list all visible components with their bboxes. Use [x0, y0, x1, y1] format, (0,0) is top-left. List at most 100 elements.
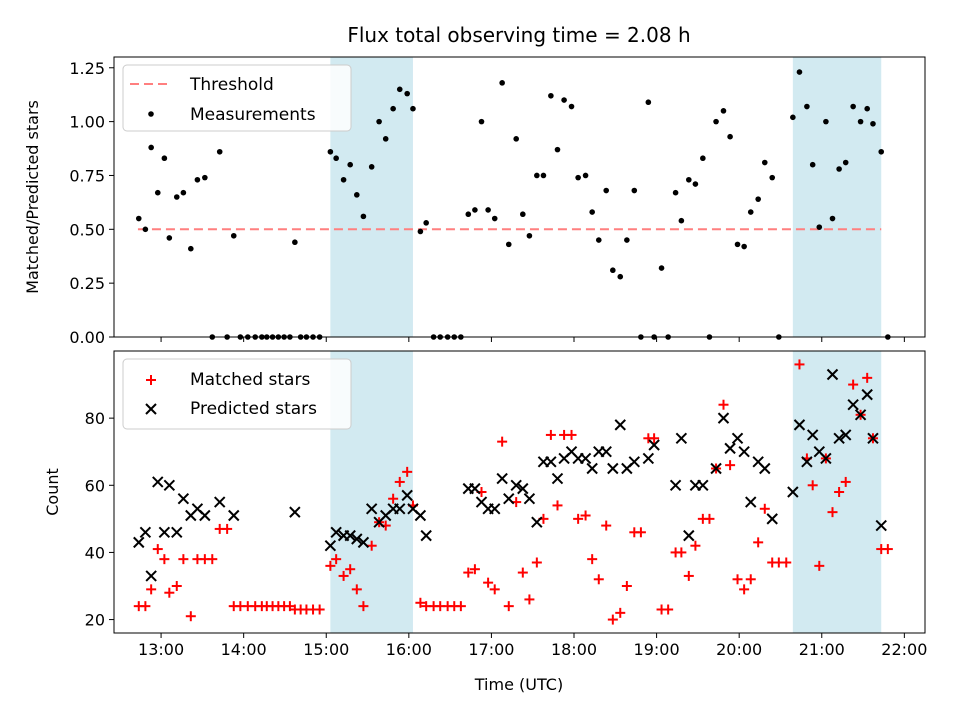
matched-star-point	[840, 476, 851, 487]
measurement-point	[842, 159, 849, 166]
measurement-point	[202, 174, 208, 181]
predicted-star-point	[489, 503, 501, 515]
measurement-point	[836, 166, 842, 172]
matched-star-point	[497, 436, 508, 447]
matched-star-point	[358, 601, 369, 612]
measurement-point	[692, 181, 699, 187]
measurement-point	[755, 196, 761, 202]
predicted-star-point	[806, 429, 819, 441]
matched-star-point	[402, 466, 413, 477]
measurement-point	[173, 194, 180, 200]
predicted-star-point	[133, 536, 145, 549]
matched-star-point	[732, 574, 743, 585]
predicted-star-point	[675, 432, 688, 444]
measurement-point	[809, 161, 816, 168]
measurement-point	[161, 155, 168, 162]
matched-star-point	[745, 574, 756, 585]
matched-star-point	[331, 554, 342, 565]
matched-star-point	[366, 540, 377, 551]
matched-star-point	[601, 520, 612, 531]
measurement-point	[741, 243, 747, 250]
measurement-point	[761, 159, 768, 166]
measurement-point	[850, 103, 856, 110]
measurement-point	[700, 155, 706, 162]
x-tick-label: 14:00	[221, 640, 267, 659]
measurement-point	[390, 105, 396, 112]
measurement-point	[423, 220, 429, 226]
y-tick-label: 0.25	[69, 274, 105, 293]
predicted-star-point	[365, 503, 378, 515]
measurement-point	[554, 146, 561, 153]
measurement-point	[582, 172, 589, 179]
measurement-point	[520, 211, 526, 218]
measurement-point	[734, 241, 741, 248]
measurement-point	[410, 105, 416, 112]
matched-star-point	[753, 537, 764, 548]
matched-star-point	[607, 614, 618, 625]
predicted-star-point	[158, 526, 171, 538]
x-tick-label: 19:00	[634, 640, 680, 659]
measurement-point	[327, 148, 334, 155]
count-legend-box	[122, 358, 352, 430]
predicted-star-point	[731, 432, 744, 444]
predicted-star-point	[289, 506, 301, 518]
predicted-star-point	[496, 472, 508, 485]
matched-star-point	[152, 544, 163, 555]
predicted-star-point	[531, 516, 543, 528]
matched-star-point	[503, 601, 514, 612]
predicted-star-point	[517, 482, 529, 495]
legend-predicted-label: Predicted stars	[190, 399, 317, 419]
predicted-star-point	[826, 368, 839, 381]
matched-star-point	[222, 523, 233, 534]
matched-star-point	[185, 611, 196, 622]
matched-star-point	[615, 607, 626, 618]
measurement-point	[505, 241, 512, 248]
matched-star-point	[621, 581, 632, 591]
matched-star-point	[164, 587, 175, 598]
measurement-point	[575, 174, 581, 181]
measurement-point	[857, 118, 864, 125]
predicted-star-point	[503, 493, 515, 505]
matched-star-point	[794, 359, 805, 370]
predicted-star-point	[228, 509, 240, 522]
measurement-point	[624, 237, 630, 243]
predicted-star-point	[420, 529, 432, 542]
measurement-point	[548, 92, 554, 99]
matched-star-point	[415, 597, 426, 608]
matched-star-point	[469, 564, 480, 575]
matched-star-point	[704, 513, 715, 524]
ratio-panel: 0.00 0.25 0.50 0.75 1.00 1.25 Matched/Predict…	[23, 56, 926, 347]
measurement-point	[499, 80, 505, 86]
measurement-point	[216, 148, 223, 155]
measurement-point	[829, 215, 836, 222]
predicted-star-point	[854, 409, 867, 421]
matched-star-point	[394, 476, 405, 487]
measurement-point	[727, 133, 733, 140]
measurement-point	[154, 189, 161, 196]
predicted-star-point	[414, 509, 427, 522]
measurement-point	[472, 207, 478, 213]
predicted-star-point	[344, 529, 356, 542]
predicted-star-point	[738, 446, 750, 458]
matched-star-point	[882, 544, 893, 555]
predicted-star-point	[139, 526, 152, 538]
measurement-point	[417, 228, 424, 235]
matched-star-point	[587, 554, 598, 565]
x-tick-label: 17:00	[468, 640, 514, 659]
matched-star-point	[649, 433, 660, 444]
predicted-star-point	[840, 429, 852, 441]
predicted-star-point	[759, 462, 771, 475]
matched-star-point	[178, 554, 189, 565]
measurement-point	[870, 120, 876, 127]
predicted-star-point	[793, 419, 806, 431]
predicted-star-point	[861, 388, 873, 401]
x-tick-label: 22:00	[881, 640, 927, 659]
y-tick-label: 40	[85, 543, 105, 562]
count-plot-frame	[113, 350, 926, 634]
predicted-star-point	[820, 452, 832, 465]
y-tick-label: 0.75	[69, 166, 105, 185]
measurement-point	[561, 97, 567, 103]
measurement-point	[333, 155, 339, 162]
matched-star-point	[580, 510, 591, 521]
predicted-star-point	[330, 526, 342, 538]
